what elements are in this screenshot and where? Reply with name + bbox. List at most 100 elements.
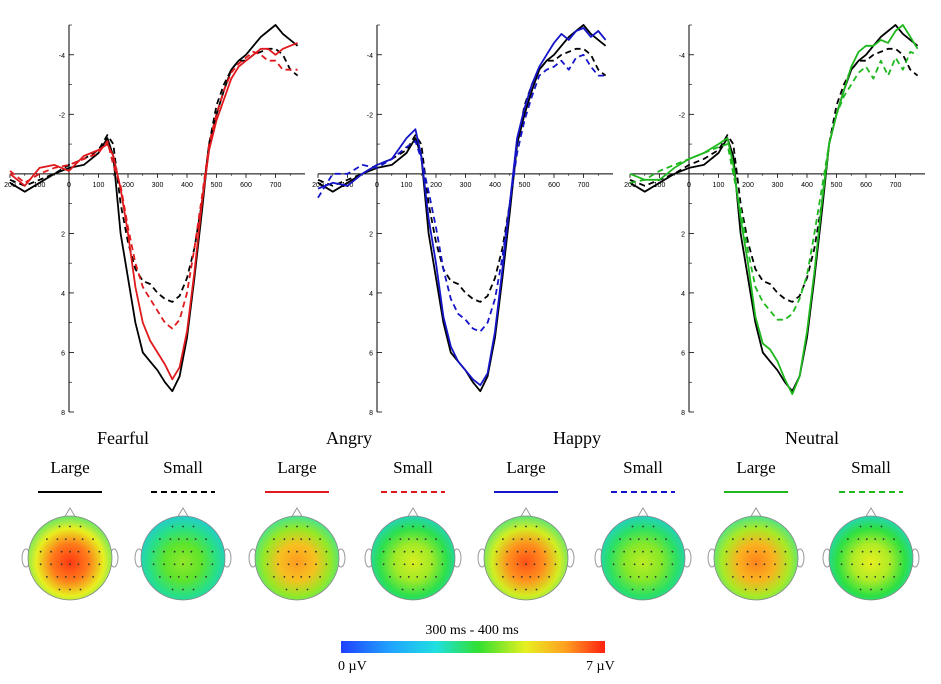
electrode-dot <box>654 538 657 540</box>
electrode-dot <box>502 576 504 578</box>
electrode-dot <box>633 563 636 566</box>
electrode-dot <box>79 525 82 528</box>
erp-series-line-4 <box>9 50 298 330</box>
electrode-dot <box>665 538 667 540</box>
electrode-dot <box>742 538 745 540</box>
electrode-dot <box>516 563 519 566</box>
electrode-dot <box>291 576 294 578</box>
electrode-dot <box>389 538 391 540</box>
electrode-dot <box>177 576 180 578</box>
electrode-dot <box>642 550 644 553</box>
electrode-dot <box>169 576 172 578</box>
electrode-dot <box>64 576 67 578</box>
condition-label-neutral: Neutral <box>785 428 839 448</box>
electrode-dot <box>192 525 195 528</box>
electrode-dot <box>60 550 63 553</box>
erp-series-line-4 <box>629 50 918 321</box>
legend-label: Large <box>277 458 316 477</box>
electrode-dot <box>416 538 419 540</box>
scalp-map <box>600 515 686 601</box>
x-tick-label: 400 <box>181 182 193 189</box>
electrode-dot <box>300 576 303 578</box>
colorbar-title: 300 ms - 400 ms <box>425 623 518 638</box>
electrode-dot <box>544 563 546 566</box>
electrode-dot <box>194 576 197 578</box>
x-tick-label: 600 <box>240 182 252 189</box>
topomap-1 <box>21 507 119 601</box>
electrode-dot <box>661 563 663 566</box>
electrode-dot <box>201 563 203 566</box>
y-tick-label: 2 <box>369 231 373 238</box>
electrode-dot <box>60 563 63 566</box>
electrode-dot <box>435 538 437 540</box>
electrode-dot <box>750 538 753 540</box>
electrode-dot <box>304 563 307 566</box>
y-tick-label: -4 <box>679 53 685 60</box>
electrode-dot <box>424 538 427 540</box>
electrode-dot <box>778 538 780 540</box>
electrode-dot <box>422 525 425 528</box>
electrode-dot <box>889 563 891 566</box>
electrode-dot <box>171 588 174 591</box>
electrode-dot <box>554 550 557 553</box>
electrode-dot <box>537 538 540 540</box>
x-tick-label: 700 <box>270 182 282 189</box>
electrode-dot <box>631 525 634 528</box>
electrode-dot <box>296 550 298 553</box>
electrode-dot <box>412 563 414 566</box>
erp-series-line-3 <box>317 27 607 387</box>
y-tick-label: 6 <box>681 350 685 357</box>
electrode-dot <box>389 576 391 578</box>
colorbar-min-label: 0 µV <box>338 659 367 674</box>
electrode-dot <box>554 563 557 566</box>
condition-label-angry: Angry <box>326 428 372 448</box>
electrode-dot <box>652 525 655 528</box>
y-tick-label: 4 <box>369 291 373 298</box>
electrode-dot <box>159 538 161 540</box>
nose-shape <box>406 507 420 519</box>
x-tick-label: 200 <box>4 182 16 189</box>
electrode-dot <box>847 576 849 578</box>
y-tick-label: 8 <box>681 410 685 417</box>
legend-label: Small <box>623 458 663 477</box>
electrode-dot <box>296 588 298 591</box>
electrode-dot <box>516 550 519 553</box>
electrode-dot <box>495 563 498 566</box>
legend-label: Large <box>506 458 545 477</box>
electrode-dot <box>39 550 42 553</box>
electrode-dot <box>58 525 61 528</box>
legend-label: Small <box>393 458 433 477</box>
electrode-dot <box>642 525 644 528</box>
electrode-dot <box>755 563 757 566</box>
electrode-dot <box>899 563 902 566</box>
electrode-dot <box>69 550 71 553</box>
electrode-dot <box>182 588 184 591</box>
electrode-dot <box>186 538 189 540</box>
electrode-dot <box>81 538 84 540</box>
electrode-dot <box>623 563 625 566</box>
x-tick-label: 500 <box>831 182 843 189</box>
electrode-dot <box>266 563 269 566</box>
electrode-dot <box>520 576 523 578</box>
electrode-dot <box>506 550 508 553</box>
electrode-dot <box>412 588 414 591</box>
electrode-dot <box>861 550 864 553</box>
electrode-dot <box>646 538 649 540</box>
scalp-map <box>483 515 569 601</box>
electrode-dot <box>512 538 515 540</box>
electrode-dot <box>73 576 76 578</box>
electrode-dot <box>661 550 663 553</box>
electrode-dot <box>633 550 636 553</box>
electrode-dot <box>671 563 674 566</box>
electrode-dot <box>759 576 762 578</box>
electrode-dot <box>56 576 59 578</box>
electrode-dot <box>159 576 161 578</box>
x-tick-label: 700 <box>578 182 590 189</box>
erp-series-line-1 <box>629 24 919 393</box>
y-tick-label: 8 <box>369 410 373 417</box>
scalp-map <box>254 515 340 601</box>
nose-shape <box>519 507 533 519</box>
electrode-dot <box>403 563 406 566</box>
electrode-dot <box>859 588 862 591</box>
x-tick-label: 100 <box>401 182 413 189</box>
